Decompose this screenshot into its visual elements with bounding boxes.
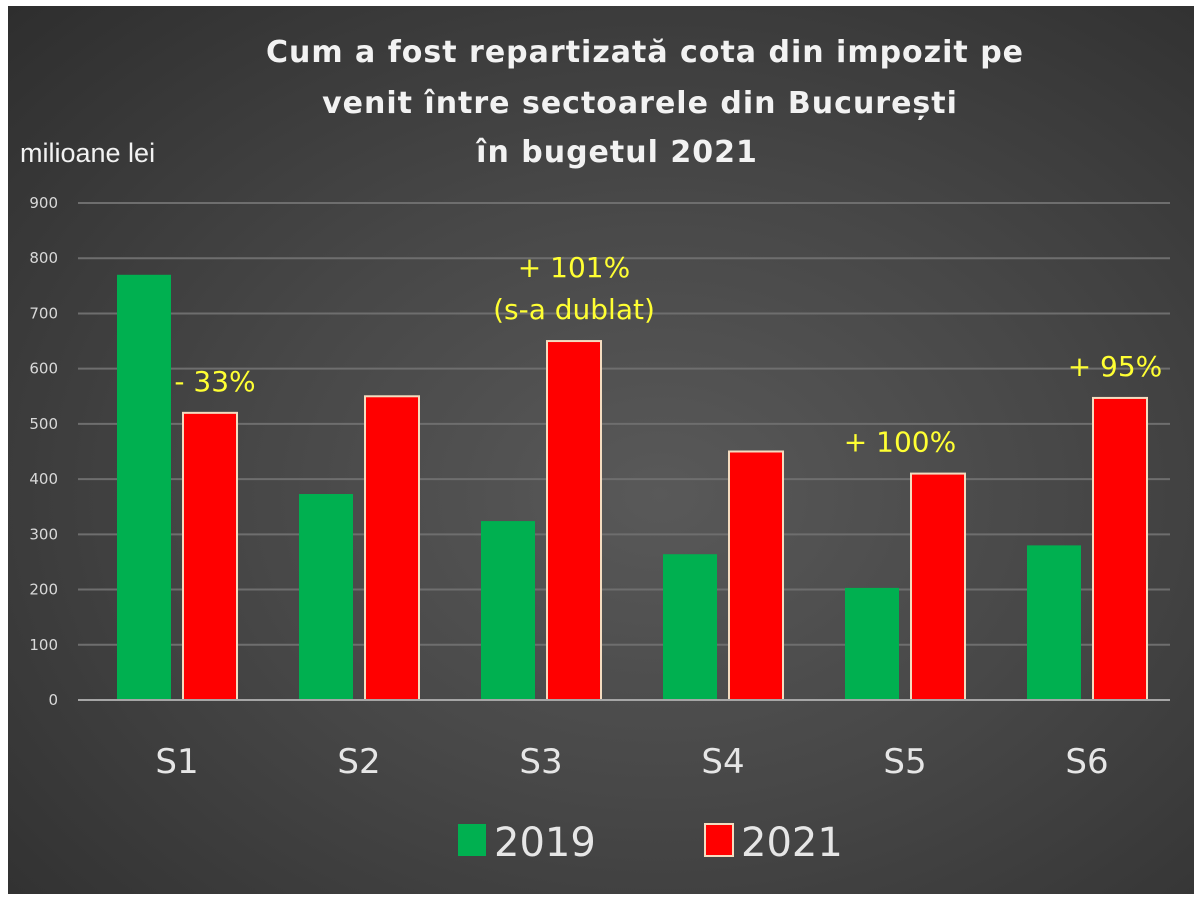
annotation-S3-line-1: + 101% <box>518 251 630 284</box>
x-tick-label-S3: S3 <box>519 742 562 782</box>
x-tick-label-S5: S5 <box>883 742 926 782</box>
y-tick-label-800: 800 <box>29 249 58 267</box>
chart-title-line-2: venit între sectoarele din București <box>322 86 958 121</box>
legend-label-2021: 2021 <box>741 820 843 866</box>
y-tick-label-300: 300 <box>29 525 58 543</box>
bar-2019-S5 <box>845 587 899 700</box>
bar-2021-S4 <box>728 450 784 701</box>
bar-2019-S1 <box>117 274 171 700</box>
annotations: - 33% + 101% (s-a dublat) + 100% + 95% <box>174 251 1162 459</box>
annotation-S6-line-1: + 95% <box>1068 350 1163 383</box>
annotation-S5-line-1: + 100% <box>844 426 956 459</box>
bar-2021-S2 <box>364 395 420 701</box>
bar-2021-S6 <box>1092 396 1148 701</box>
x-tick-label-S2: S2 <box>337 742 380 782</box>
y-tick-label-900: 900 <box>29 194 58 212</box>
bar-2019-S2 <box>299 494 353 700</box>
y-tick-label-100: 100 <box>29 636 58 654</box>
y-tick-label-600: 600 <box>29 360 58 378</box>
annotation-S3-line-2: (s-a dublat) <box>493 293 655 326</box>
y-tick-label-0: 0 <box>48 691 58 709</box>
y-axis-ticks: 0 100 200 300 400 500 600 700 800 900 <box>29 194 58 709</box>
bar-2021-S5 <box>910 472 966 702</box>
annotation-S1-line-1: - 33% <box>174 365 255 398</box>
x-tick-label-S1: S1 <box>155 742 198 782</box>
chart-title: Cum a fost repartizată cota din impozit … <box>266 35 1024 170</box>
y-tick-label-400: 400 <box>29 470 58 488</box>
y-tick-label-500: 500 <box>29 415 58 433</box>
x-tick-label-S6: S6 <box>1065 742 1108 782</box>
legend-label-2019: 2019 <box>494 820 596 866</box>
legend: 2019 2021 <box>458 820 843 866</box>
bar-2021-S1 <box>182 411 238 701</box>
y-axis-unit-label: milioane lei <box>20 138 155 168</box>
x-axis-ticks: S1 S2 S3 S4 S5 S6 <box>155 742 1108 782</box>
gridlines <box>78 202 1170 646</box>
y-tick-label-700: 700 <box>29 304 58 322</box>
bars <box>117 274 1148 702</box>
x-tick-label-S4: S4 <box>701 742 744 782</box>
legend-swatch-2019 <box>458 824 486 856</box>
bar-2019-S6 <box>1027 545 1081 700</box>
bar-2019-S4 <box>663 554 717 700</box>
y-tick-label-200: 200 <box>29 581 58 599</box>
legend-swatch-2021 <box>704 823 734 857</box>
bar-2019-S3 <box>481 521 535 700</box>
bar-2021-S3 <box>546 340 602 701</box>
chart-title-line-1: Cum a fost repartizată cota din impozit … <box>266 35 1024 70</box>
chart-title-line-3: în bugetul 2021 <box>475 135 758 170</box>
